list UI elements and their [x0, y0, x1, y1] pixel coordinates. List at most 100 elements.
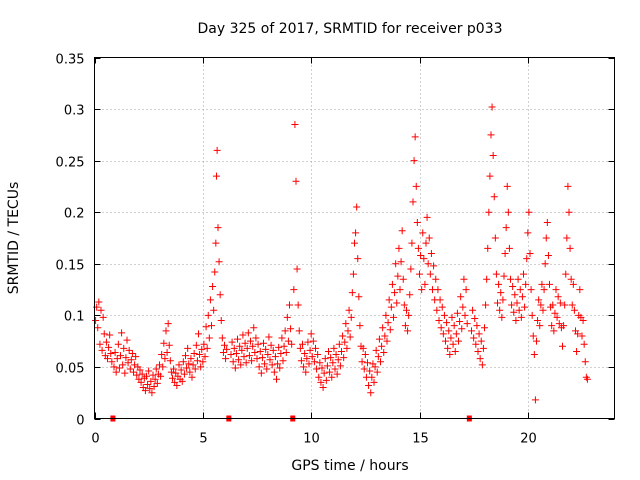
data-point: [205, 334, 213, 342]
data-point: [170, 365, 178, 373]
data-point: [551, 309, 559, 317]
data-point: [314, 351, 322, 359]
data-point: [344, 327, 352, 335]
data-point: [443, 319, 451, 327]
data-point: [294, 301, 302, 309]
data-point: [487, 131, 495, 139]
data-point: [332, 351, 340, 359]
data-point: [514, 275, 522, 283]
data-point: [434, 286, 442, 294]
data-point: [198, 345, 206, 353]
data-point: [379, 324, 387, 332]
data-point: [252, 334, 260, 342]
data-point: [218, 334, 226, 342]
data-point: [390, 313, 397, 321]
data-point: [554, 293, 562, 301]
data-point: [147, 377, 155, 385]
data-point: [310, 358, 318, 366]
data-point: [361, 351, 369, 359]
data-point: [163, 348, 171, 356]
data-point: [268, 361, 276, 369]
data-point: [137, 378, 145, 386]
data-point: [111, 348, 119, 356]
data-point: [536, 322, 544, 330]
data-point: [104, 355, 111, 363]
data-point: [204, 311, 212, 319]
data-point: [405, 311, 413, 319]
data-point: [122, 354, 130, 362]
data-point: [400, 301, 408, 309]
data-point: [132, 353, 140, 361]
data-point: [276, 364, 284, 372]
data-point: [457, 293, 465, 301]
data-point: [477, 337, 485, 345]
data-point: [254, 340, 262, 348]
data-point: [485, 208, 493, 216]
data-point: [474, 347, 482, 355]
data-point: [166, 357, 174, 365]
data-point: [183, 364, 191, 372]
data-point: [214, 224, 222, 232]
data-point: [408, 239, 416, 247]
data-point: [436, 296, 444, 304]
data-point: [435, 317, 443, 325]
data-point: [212, 239, 220, 247]
data-point: [445, 327, 453, 335]
data-point: [483, 275, 491, 283]
data-point: [216, 291, 224, 299]
data-point: [539, 306, 547, 314]
data-point: [100, 330, 108, 338]
data-point: [499, 296, 507, 304]
data-point: [458, 325, 466, 333]
data-point: [209, 282, 217, 290]
data-point: [180, 370, 188, 378]
data-point: [569, 280, 577, 288]
data-point: [190, 350, 198, 358]
data-point: [512, 317, 520, 325]
data-point: [189, 361, 197, 369]
data-point: [212, 172, 220, 180]
data-point: [550, 327, 558, 335]
data-point: [520, 270, 527, 278]
data-point: [412, 182, 420, 190]
data-point: [306, 346, 314, 354]
data-point: [449, 340, 457, 348]
data-point: [345, 306, 353, 314]
data-point: [421, 280, 429, 288]
data-point: [291, 121, 299, 129]
data-point: [290, 286, 298, 294]
data-point: [250, 324, 258, 332]
data-point: [502, 224, 510, 232]
data-point: [191, 365, 199, 373]
data-point: [406, 291, 414, 299]
data-point: [115, 364, 123, 372]
data-point: [118, 329, 126, 337]
data-point: [99, 313, 107, 321]
y-tick-label: 0.05: [56, 362, 85, 377]
data-point: [222, 355, 230, 363]
data-point: [543, 219, 551, 227]
data-point: [535, 296, 543, 304]
data-point: [566, 244, 574, 252]
data-point: [352, 229, 360, 237]
data-point: [427, 249, 435, 257]
data-point: [442, 337, 449, 345]
data-point: [327, 354, 335, 362]
data-point: [476, 355, 484, 363]
data-point: [338, 347, 345, 355]
data-point: [395, 244, 403, 252]
data-point: [241, 339, 249, 347]
data-point: [228, 338, 236, 346]
data-point: [416, 270, 423, 278]
data-point: [343, 344, 351, 352]
y-tick-label: 0.1: [64, 310, 85, 325]
data-point: [331, 365, 339, 373]
data-point: [563, 234, 571, 242]
data-point: [299, 340, 306, 348]
data-point: [490, 193, 498, 201]
data-point: [124, 359, 132, 367]
data-point: [197, 363, 205, 371]
data-point: [92, 317, 100, 325]
y-tick-label: 0.15: [56, 259, 85, 274]
data-point: [213, 146, 221, 154]
